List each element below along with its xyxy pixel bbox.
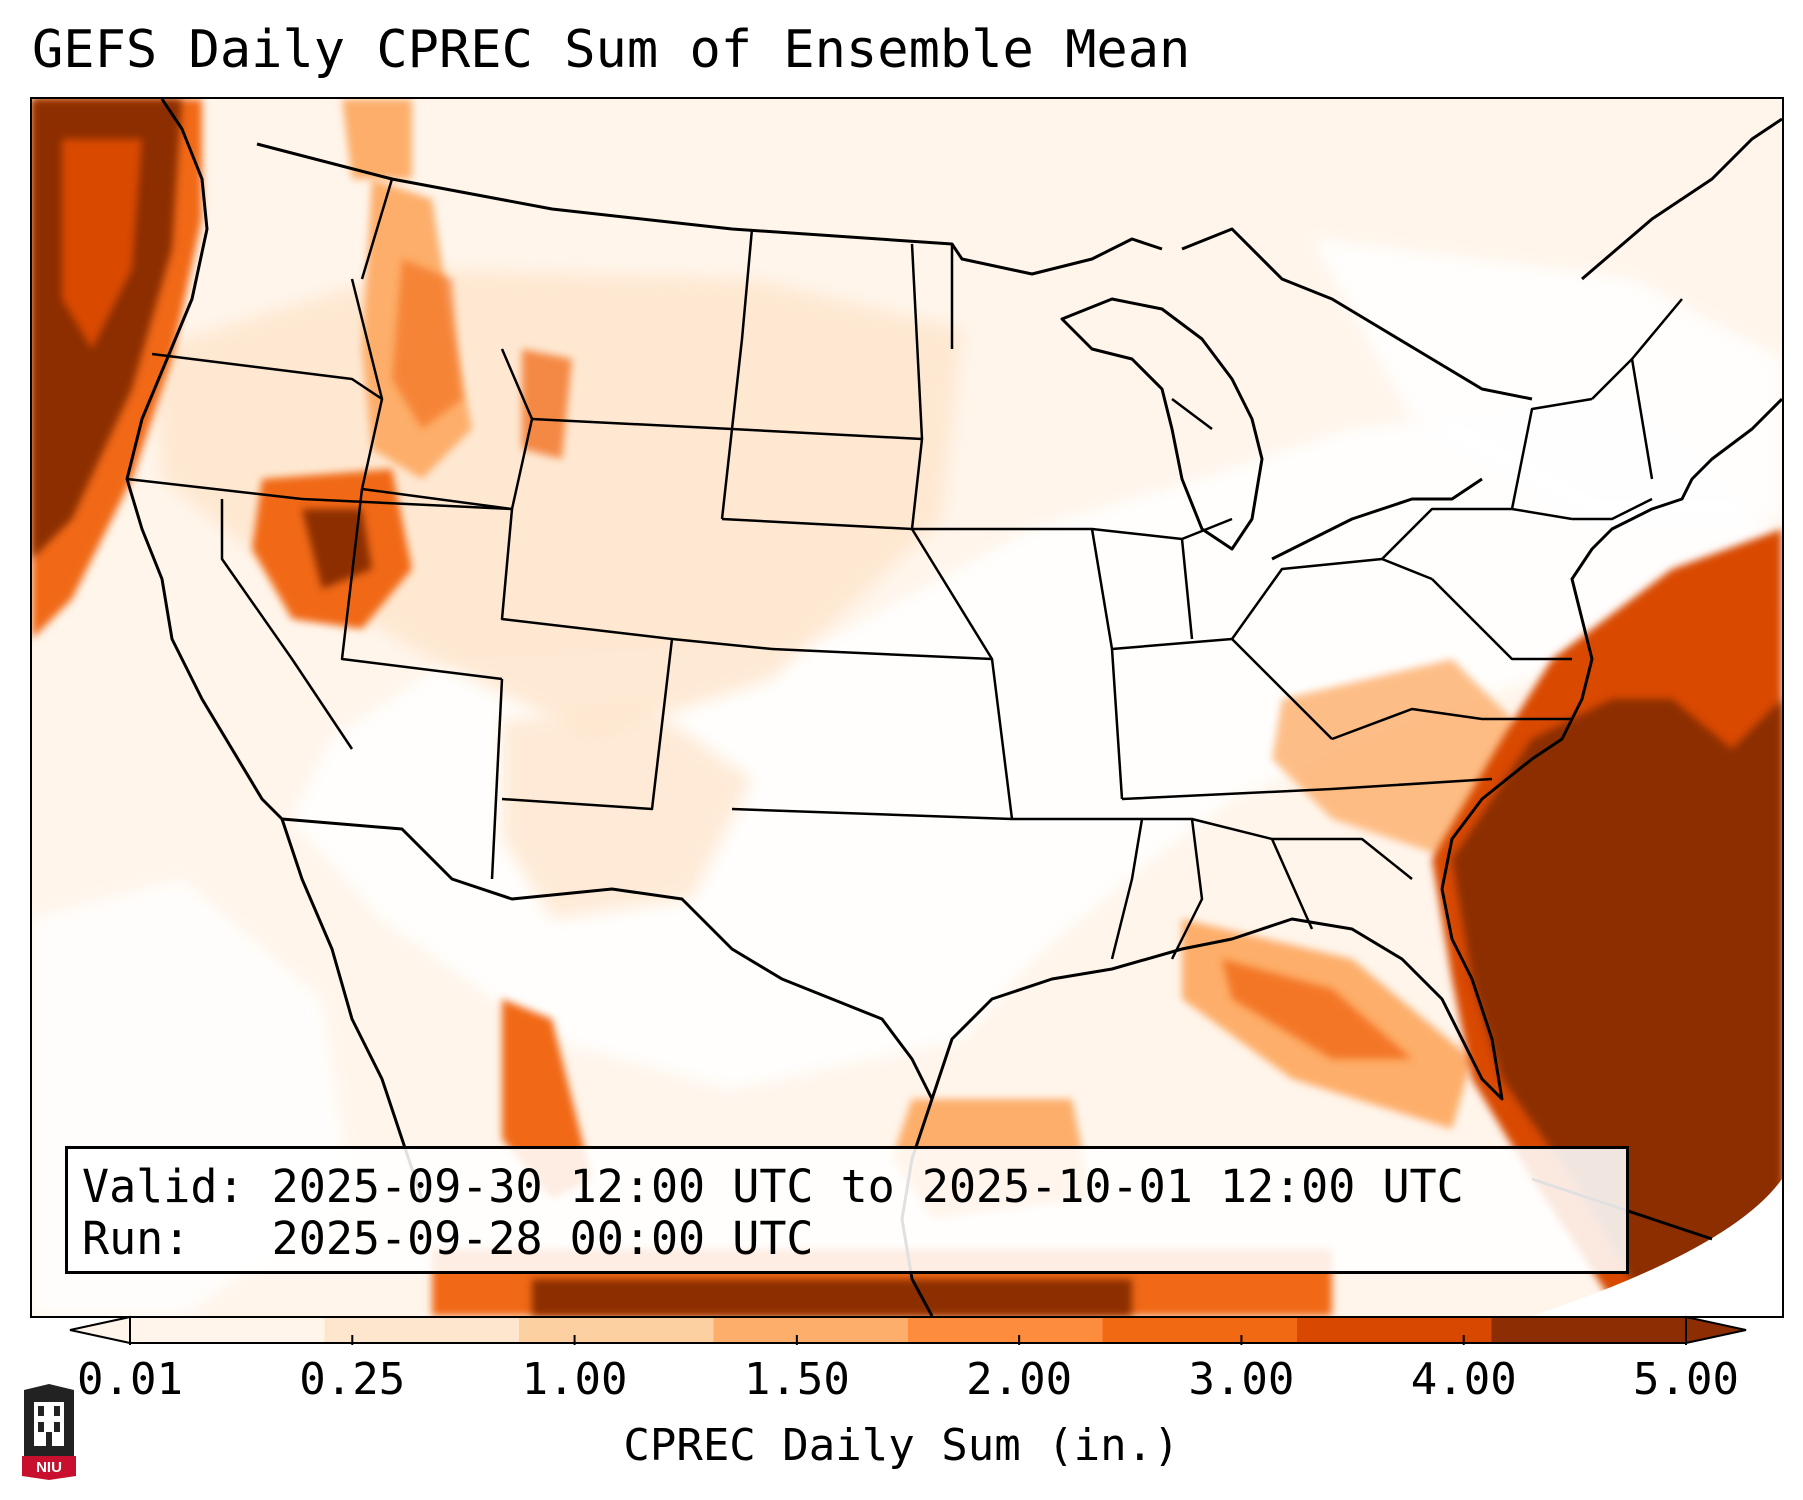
precip-gulf-core	[1222, 959, 1412, 1059]
precipitation-map	[30, 97, 1784, 1318]
projection-edge	[1532, 1179, 1782, 1316]
colorbar-extend-high	[1685, 1315, 1747, 1345]
state-borders	[126, 178, 1683, 960]
colorbar-segment	[1297, 1317, 1492, 1343]
light-precip-southwest	[502, 709, 752, 919]
valid-line: Valid: 2025-09-30 12:00 UTC to 2025-10-0…	[82, 1161, 1626, 1213]
precip-atlantic-core	[1452, 699, 1782, 1316]
precip-south-edge-core	[532, 1279, 1132, 1316]
precip-wyoming	[522, 349, 572, 459]
east-canada-coast	[1581, 117, 1782, 281]
us-canada-border	[256, 142, 1163, 276]
colorbar-tick-label: 1.00	[521, 1354, 628, 1405]
dry-region-central	[292, 399, 1782, 1089]
colorbar-tick-label: 1.50	[743, 1354, 850, 1405]
precip-shading	[32, 99, 1782, 1316]
gulf-coast	[930, 888, 1504, 1101]
colorbar-tick-label: 2.00	[966, 1354, 1073, 1405]
niu-logo: NIU	[20, 1384, 78, 1480]
colorbar-tick-label: 3.00	[1188, 1354, 1295, 1405]
baja-california	[280, 818, 424, 1200]
precip-idaho-core	[392, 259, 462, 429]
precip-nevada-core	[302, 509, 372, 589]
info-box: Valid: 2025-09-30 12:00 UTC to 2025-10-0…	[65, 1146, 1629, 1274]
logo-text: NIU	[36, 1459, 62, 1476]
colorbar-border	[129, 1316, 1687, 1344]
precip-pacific-northwest-inner	[62, 139, 142, 349]
east-coast	[1440, 397, 1782, 890]
light-precip-west	[152, 269, 962, 739]
colorbar-segment	[324, 1317, 520, 1343]
dry-region-northeast	[1312, 239, 1782, 519]
colorbar-tick-label: 0.01	[77, 1354, 183, 1405]
valid-value: 2025-09-30 12:00 UTC to 2025-10-01 12:00…	[271, 1160, 1464, 1213]
lake-erie-ontario	[1271, 477, 1483, 561]
map-title: GEFS Daily CPREC Sum of Ensemble Mean	[32, 20, 1191, 80]
precip-north-cascades	[342, 99, 412, 179]
colorbar-segment	[130, 1317, 325, 1343]
great-lakes-east	[1181, 227, 1533, 401]
colorbar-label: CPREC Daily Sum (in.)	[623, 1420, 1180, 1471]
colorbar-tick-label: 4.00	[1410, 1354, 1517, 1405]
colorbar-segment	[713, 1317, 909, 1343]
run-value: 2025-09-28 00:00 UTC	[271, 1212, 814, 1265]
colorbar-segment	[519, 1317, 714, 1343]
coastline-and-borders	[125, 99, 1782, 1316]
valid-label: Valid:	[82, 1160, 245, 1213]
us-mexico-border	[281, 817, 934, 1100]
run-label: Run:	[82, 1212, 191, 1265]
colorbar	[68, 1315, 1748, 1345]
colorbar-tick-label: 5.00	[1633, 1354, 1739, 1405]
colorbar-tick-label: 0.25	[299, 1354, 406, 1405]
colorbar-extend-low	[69, 1315, 131, 1345]
colorbar-segment	[908, 1317, 1103, 1343]
great-lakes	[1060, 297, 1264, 551]
colorbar-segment	[1102, 1317, 1298, 1343]
run-line: Run: 2025-09-28 00:00 UTC	[82, 1213, 1626, 1265]
colorbar-segment	[1491, 1317, 1687, 1343]
